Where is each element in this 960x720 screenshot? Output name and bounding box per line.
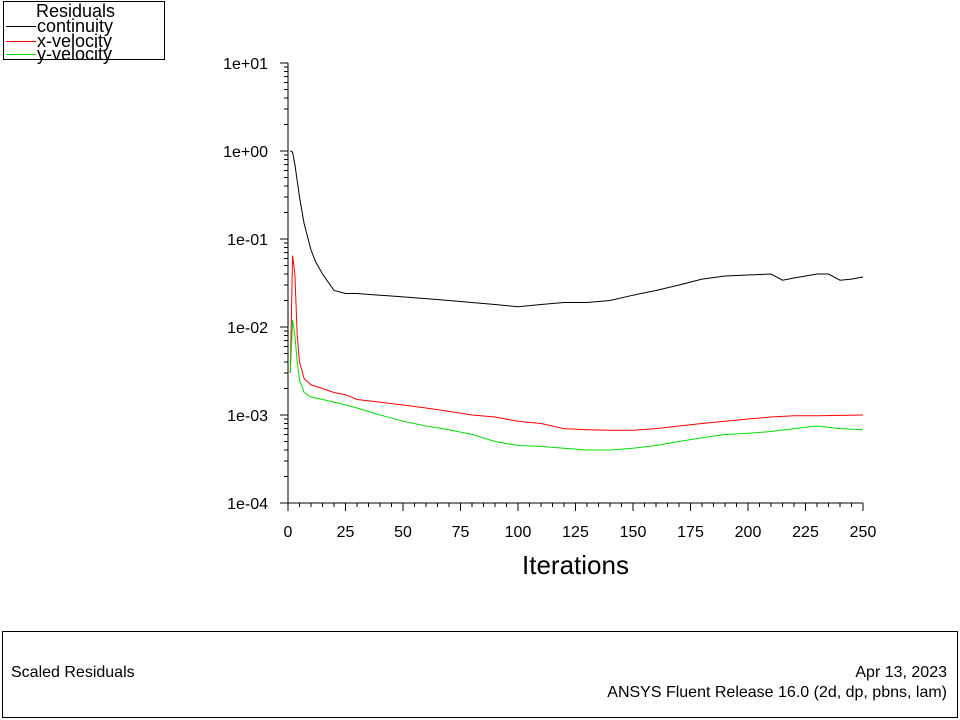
- y-tick-label: 1e-04: [227, 496, 268, 513]
- x-axis-label: Iterations: [522, 550, 629, 580]
- y-tick-label: 1e-03: [227, 408, 268, 425]
- x-tick-label: 125: [562, 524, 589, 541]
- legend-title: Residuals: [36, 1, 116, 21]
- x-tick-label: 250: [850, 524, 877, 541]
- y-tick-label: 1e+00: [223, 144, 268, 161]
- legend: Residuals continuity x-velocity y-veloci…: [3, 1, 165, 64]
- x-tick-label: 175: [677, 524, 704, 541]
- y-tick-label: 1e+01: [223, 56, 268, 73]
- x-tick-label: 225: [792, 524, 819, 541]
- legend-label: x-velocity: [37, 31, 113, 51]
- legend-item-y-velocity: y-velocity: [4, 44, 164, 64]
- footer-title: Scaled Residuals: [11, 664, 135, 681]
- series-line-continuity: [290, 150, 864, 308]
- legend-swatch-x-velocity: [6, 41, 36, 42]
- footer-date: Apr 13, 2023: [855, 664, 947, 681]
- x-tick-label: 50: [394, 524, 412, 541]
- legend-label: continuity: [37, 16, 114, 36]
- footer-panel: Scaled Residuals Apr 13, 2023 ANSYS Flue…: [2, 631, 958, 718]
- x-tick-label: 25: [337, 524, 355, 541]
- legend-label: y-velocity: [37, 44, 113, 64]
- footer-release: ANSYS Fluent Release 16.0 (2d, dp, pbns,…: [607, 684, 947, 701]
- series-line-x-velocity: [289, 255, 864, 431]
- series-line-y-velocity: [289, 319, 864, 451]
- x-tick-label: 150: [620, 524, 647, 541]
- x-tick-label: 200: [735, 524, 762, 541]
- x-tick-label: 75: [452, 524, 470, 541]
- y-tick-label: 1e-01: [227, 232, 268, 249]
- legend-swatch-y-velocity: [6, 54, 36, 55]
- x-tick-label: 0: [284, 524, 293, 541]
- legend-item-x-velocity: x-velocity: [4, 31, 164, 51]
- x-tick-label: 100: [505, 524, 532, 541]
- legend-swatch-continuity: [6, 26, 36, 27]
- y-tick-label: 1e-02: [227, 320, 268, 337]
- legend-item-continuity: continuity: [4, 16, 164, 36]
